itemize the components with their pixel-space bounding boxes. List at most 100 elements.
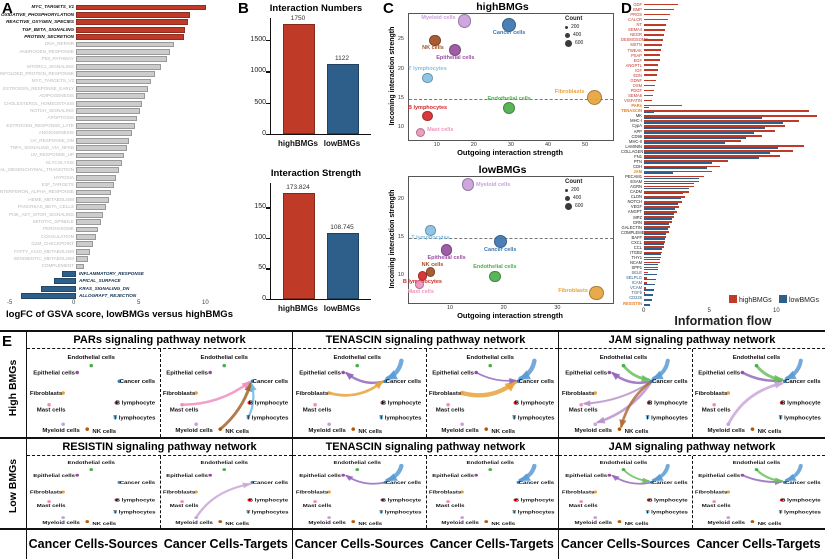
interaction-strength-chart: Interaction Strength 0 50 100 150 173.824 high…: [236, 165, 382, 330]
network-edge-arrowhead: [652, 370, 664, 380]
scatter-point: [425, 266, 436, 277]
network-targets: Endothelial cells Epithelial cells Cancer …: [428, 460, 554, 526]
network-pair: Endothelial cells Epithelial cells Cancer …: [27, 349, 292, 437]
cell-node-label: Mast cells: [569, 504, 598, 509]
gsva-x-tick: 5: [137, 300, 141, 306]
pathway-bar-high: [644, 99, 652, 102]
cell-node-endo: [621, 468, 626, 472]
count-legend-title: Count: [565, 179, 583, 185]
y-tick-label: 100: [254, 233, 266, 241]
legend-swatch: [729, 295, 737, 303]
pathway-bar-low: [644, 288, 655, 291]
pathway-bar-low: [644, 233, 667, 235]
cell-node-fib: [193, 391, 198, 395]
cell-node-label: Cancer cells: [518, 379, 554, 385]
count-legend-value: 200: [571, 24, 580, 30]
network-pair: Endothelial cells Epithelial cells Cancer …: [559, 349, 825, 437]
network-pair: Endothelial cells Epithelial cells Cancer …: [293, 349, 558, 437]
panel-e-letter: E: [2, 333, 13, 350]
x-tick-label: 5: [707, 308, 711, 314]
gsva-bar: [76, 182, 114, 188]
pathway-bar-high: [644, 292, 646, 294]
pathway-bar-low: [644, 283, 656, 286]
scatter-point-label: NK cells: [421, 261, 444, 268]
count-legend-value: 600: [575, 40, 584, 46]
cell-node-t: [379, 510, 384, 514]
gsva-bar-label: PROTEIN_SECRETION: [24, 34, 74, 39]
pathway-bar-low: [644, 218, 672, 220]
pathway-label: GALECTIN: [621, 224, 642, 230]
pathway-label: JAM: [633, 168, 642, 174]
cell-node-label: Cancer cells: [386, 379, 422, 385]
cell-node-label: NK cells: [491, 429, 515, 435]
cell-node-label: Epithelial cells: [166, 473, 208, 478]
pathway-bar-low: [644, 278, 656, 281]
pathway-bar-low: [644, 298, 652, 301]
gsva-bar: [76, 145, 127, 151]
pathway-bar-high: [644, 74, 658, 77]
cell-node-nk: [483, 520, 488, 524]
cell-node-t: [778, 510, 783, 514]
cell-node-b: [380, 401, 385, 405]
gsva-x-tick: 0: [72, 300, 76, 306]
cell-node-label: T lymphocytes: [779, 510, 821, 515]
gsva-bar-label: ALLOGRAFT_REJECTION: [79, 293, 137, 298]
cell-node-label: Epithelial cells: [432, 370, 474, 376]
network-edge-arrowhead: [582, 400, 591, 407]
pathway-bar-high: [644, 114, 817, 117]
pathway-bar-high: [644, 226, 671, 228]
count-legend-value: 600: [575, 203, 584, 209]
pathway-bar-high: [644, 119, 799, 122]
gsva-bar: [76, 167, 119, 174]
pathway-bar-low: [644, 111, 655, 114]
network-edge-arrowhead: [345, 474, 354, 481]
count-legend: Count 200 400 600: [565, 16, 609, 47]
network-pair: Endothelial cells Epithelial cells Cancer …: [559, 456, 825, 528]
pathway-bar-high: [644, 221, 672, 223]
count-legend-row: 400: [565, 31, 609, 39]
pathway-bar-high: [644, 241, 665, 244]
legend-swatch: [779, 295, 787, 303]
cell-node-mast: [313, 402, 317, 407]
pathway-bar-high: [644, 200, 682, 203]
pathway-bar-low: [644, 212, 675, 215]
cell-node-label: Mast cells: [303, 504, 332, 509]
gsva-bar-label: OXIDATIVE_PHOSPHORYLATION: [1, 11, 74, 17]
gsva-bar: [53, 278, 76, 285]
pathway-label: GDNF: [630, 77, 642, 83]
pathway-bar-high: [644, 266, 659, 269]
gsva-bar-label: ADIPOGENESIS: [39, 93, 74, 99]
row-label-low-bmgs: Low BMGs: [7, 458, 19, 514]
cell-node-fib: [593, 391, 598, 395]
gsva-bar: [76, 49, 170, 55]
gsva-bar-label: REACTIVE_OXYGEN_SPECIES: [6, 19, 74, 25]
cell-node-nk: [617, 520, 622, 524]
interaction-numbers-chart: Interaction Numbers 0 500 1000 1500 1750 highB…: [236, 0, 382, 165]
cell-node-mast: [712, 500, 716, 504]
cell-node-nk: [351, 520, 356, 524]
cell-node-label: Mast cells: [169, 408, 198, 414]
scatter-point: [461, 178, 475, 192]
pathway-label: PSAP: [631, 52, 642, 58]
cell-node-label: Mast cells: [303, 408, 332, 414]
cell-node-label: NK cells: [92, 521, 116, 526]
cell-node-label: Mast cells: [702, 408, 732, 414]
network-edge-arrowhead: [611, 474, 620, 481]
footer-divider-line: [0, 528, 825, 530]
cell-node-nk: [750, 520, 755, 524]
cell-node-label: B lymphocyte: [382, 498, 421, 503]
cell-node-label: Cancer cells: [120, 480, 155, 485]
pathway-bar-high: [644, 135, 762, 137]
pathway-bar-high: [644, 206, 680, 208]
y-tick-label: 10: [397, 272, 404, 279]
count-legend-title: Count: [565, 16, 583, 22]
cell-node-label: Myeloid cells: [42, 520, 79, 525]
pathway-label: CD99: [631, 133, 642, 139]
cell-node-label: NK cells: [758, 429, 782, 435]
y-tick-label: 500: [254, 98, 266, 106]
cell-node-can: [782, 480, 787, 484]
cell-node-t: [645, 415, 650, 420]
scatter-title: highBMGs: [476, 1, 529, 13]
pathway-label: IGF: [635, 67, 642, 73]
cell-node-label: Myeloid cells: [441, 520, 478, 525]
